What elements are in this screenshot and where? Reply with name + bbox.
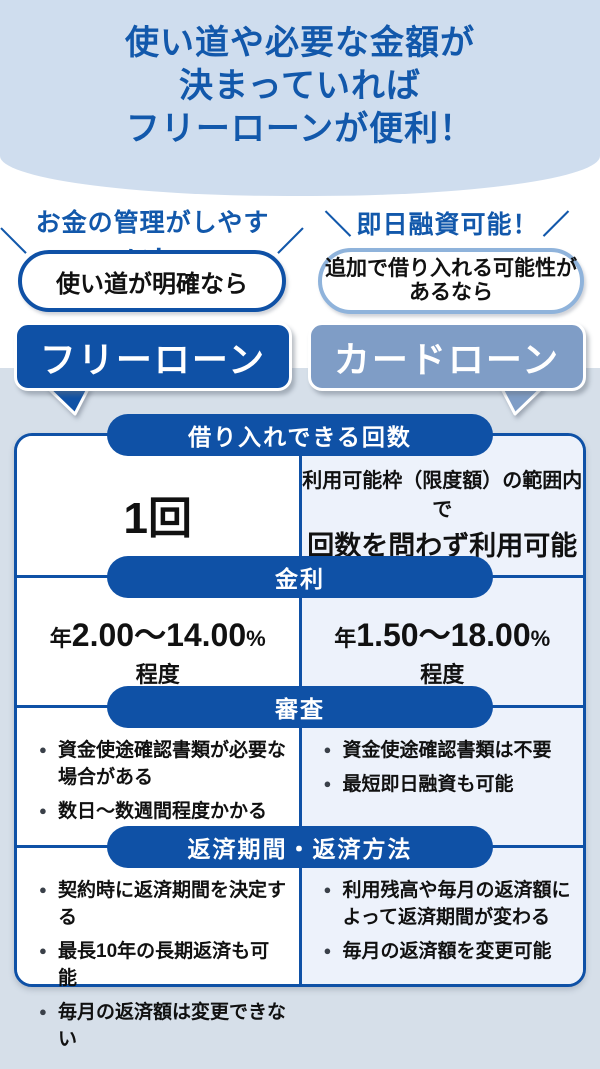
rate-prefix: 年	[49, 626, 72, 651]
free-loan-screening-list: 資金使途確認書類が必要な場合がある数日〜数週間程度かかる	[17, 708, 299, 841]
card-loan-condition-line2: あるなら	[409, 281, 493, 304]
card-loan-screening-list: 資金使途確認書類は不要最短即日融資も可能	[302, 708, 584, 814]
bullet-item: 毎月の返済額を変更可能	[324, 939, 572, 966]
bullet-item: 契約時に返済期間を決定する	[39, 878, 287, 932]
bullet-item: 資金使途確認書類は不要	[324, 738, 572, 765]
free-loan-repayment-cell: 契約時に返済期間を決定する最長10年の長期返済も可能毎月の返済額は変更できない	[17, 848, 299, 1050]
free-loan-rate-cell: 年 2.00〜14.00 % 程度	[17, 578, 299, 705]
card-loan-condition-line1: 追加で借り入れる可能性が	[325, 256, 577, 280]
card-loan-rate-cell: 年 1.50〜18.00 % 程度	[298, 578, 583, 705]
card-loan-name: カードローン	[333, 338, 561, 380]
hero-title-line3: フリーローンが便利！	[125, 109, 475, 148]
rate-range: 2.00〜14.00	[71, 617, 247, 653]
borrow-count-line1: 利用可能枠（限度額）の範囲内で	[302, 470, 583, 521]
bullet-item: 最短即日融資も可能	[324, 772, 572, 799]
free-loan-catchphrase: ＼ お金の管理がしやすい！ ／	[0, 203, 305, 275]
rate-percent: %	[530, 626, 551, 651]
bullet-item: 利用残高や毎月の返済額によって返済期間が変わる	[324, 878, 572, 932]
section-header-pill: 返済期間・返済方法	[107, 826, 493, 868]
bullet-item: 数日〜数週間程度かかる	[39, 799, 287, 826]
hero-title-line1: 使い道や必要な金額が	[125, 24, 475, 62]
rate-range: 1.50〜18.00	[356, 617, 531, 653]
borrow-count-value: 1回	[123, 493, 192, 543]
hero-banner: 使い道や必要な金額が 決まっていれば フリーローンが便利！	[0, 0, 600, 196]
free-loan-condition-text: 使い道が明確なら	[56, 270, 248, 298]
free-loan-borrow-count-cell: 1回	[17, 436, 299, 575]
section-screening: 審査 資金使途確認書類が必要な場合がある数日〜数週間程度かかる 資金使途確認書類…	[17, 686, 584, 845]
free-loan-bubble-tail	[45, 387, 91, 416]
free-loan-title-box: フリーローン	[14, 322, 292, 391]
slash-left-icon: ＼	[324, 210, 353, 240]
card-loan-condition-bubble: 追加で借り入れる可能性が あるなら	[318, 248, 584, 314]
card-loan-catchphrase: ＼ 即日融資可能！ ／	[295, 203, 600, 242]
section-header-pill: 借り入れできる回数	[107, 414, 493, 456]
section-header-pill: 金利	[107, 556, 493, 598]
slash-right-icon: ／	[277, 226, 305, 257]
bullet-item: 最長10年の長期返済も可能	[39, 939, 287, 993]
card-loan-title-box: カードローン	[308, 322, 586, 391]
comparison-table: 借り入れできる回数 1回 利用可能枠（限度額）の範囲内で 回数を問わず利用可能 …	[14, 414, 586, 1050]
card-loan-catchphrase-label: 即日融資可能！	[356, 210, 539, 239]
card-loan-borrow-count-cell: 利用可能枠（限度額）の範囲内で 回数を問わず利用可能	[298, 436, 583, 575]
hero-title: 使い道や必要な金額が 決まっていれば フリーローンが便利！	[0, 22, 600, 150]
section-interest-rate: 金利 年 2.00〜14.00 % 程度 年 1.50〜18.00 % 程度	[17, 556, 583, 705]
section-repayment: 返済期間・返済方法 契約時に返済期間を決定する最長10年の長期返済も可能毎月の返…	[17, 826, 584, 1050]
slash-left-icon: ＼	[0, 226, 28, 257]
card-loan-repayment-cell: 利用残高や毎月の返済額によって返済期間が変わる毎月の返済額を変更可能	[298, 848, 584, 984]
rate-approx: 程度	[135, 662, 180, 687]
rate-approx: 程度	[420, 662, 465, 687]
rate-percent: %	[246, 626, 266, 651]
card-loan-bubble-tail	[499, 387, 545, 416]
bullet-item: 毎月の返済額は変更できない	[39, 1000, 287, 1054]
section-header-pill: 審査	[107, 686, 493, 728]
free-loan-condition-bubble: 使い道が明確なら	[18, 250, 286, 312]
card-loan-repayment-list: 利用残高や毎月の返済額によって返済期間が変わる毎月の返済額を変更可能	[302, 848, 584, 981]
bullet-item: 資金使途確認書類が必要な場合がある	[39, 738, 287, 792]
slash-right-icon: ／	[542, 210, 571, 240]
free-loan-repayment-list: 契約時に返済期間を決定する最長10年の長期返済も可能毎月の返済額は変更できない	[17, 848, 299, 1069]
rate-prefix: 年	[334, 626, 357, 651]
section-borrow-count: 借り入れできる回数 1回 利用可能枠（限度額）の範囲内で 回数を問わず利用可能	[17, 414, 583, 575]
card-loan-screening-cell: 資金使途確認書類は不要最短即日融資も可能	[298, 708, 584, 845]
free-loan-screening-cell: 資金使途確認書類が必要な場合がある数日〜数週間程度かかる	[17, 708, 299, 845]
hero-title-line2: 決まっていれば	[179, 66, 421, 105]
free-loan-name: フリーローン	[39, 338, 267, 380]
